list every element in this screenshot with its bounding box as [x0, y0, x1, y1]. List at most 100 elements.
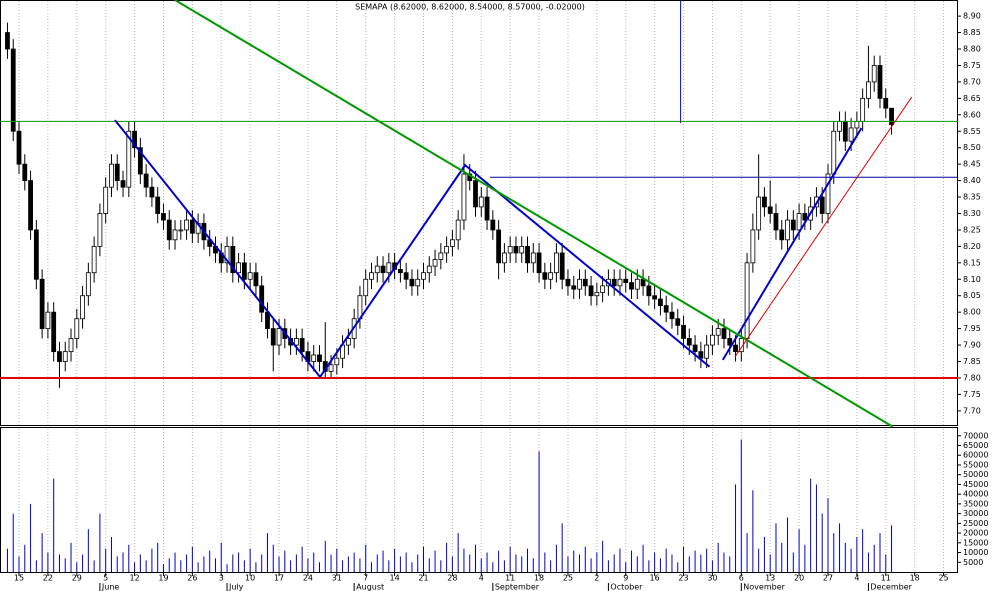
- x-tick-label: 12: [129, 574, 139, 583]
- candle-body: [74, 318, 80, 339]
- y-tick-label: 8.25: [963, 225, 981, 234]
- candle-body: [415, 278, 421, 287]
- y-tick-label: 7.75: [963, 390, 981, 399]
- candle-body: [409, 278, 415, 287]
- candle-body: [161, 213, 166, 221]
- candle-body: [155, 196, 161, 214]
- candle-body: [299, 338, 305, 353]
- candle-body: [484, 196, 490, 221]
- y-tick-label: 8.70: [963, 77, 981, 86]
- candle-body: [328, 364, 334, 372]
- candle-body: [426, 265, 432, 274]
- candle-body: [449, 239, 455, 247]
- x-tick-label: 28: [447, 574, 457, 583]
- candle-body: [658, 298, 663, 306]
- month-label: September: [495, 583, 540, 591]
- candle-body: [785, 219, 790, 241]
- y-tick-label: 8.85: [963, 28, 981, 37]
- x-tick-label: 10: [245, 574, 255, 583]
- x-tick-label: 11: [505, 574, 515, 583]
- candle-body: [837, 120, 842, 132]
- candle-body: [536, 252, 542, 274]
- x-tick-label: 9: [623, 574, 628, 583]
- x-tick-label: 4: [854, 574, 859, 583]
- candle-body: [686, 338, 692, 346]
- y-tick-label: 8.30: [963, 209, 981, 218]
- x-tick-label: 24: [303, 574, 313, 583]
- x-tick-label: 18: [534, 574, 544, 583]
- x-tick-label: 21: [418, 574, 428, 583]
- x-tick-label: 25: [563, 574, 573, 583]
- candle-body: [149, 186, 155, 198]
- chart-title: SEMAPA (8.62000, 8.62000, 8.54000, 8.570…: [355, 3, 585, 12]
- candle-body: [473, 180, 478, 208]
- candle-body: [600, 285, 606, 293]
- y-tick-label: 60000: [963, 451, 988, 460]
- y-tick-label: 8.45: [963, 160, 981, 169]
- y-tick-label: 65000: [963, 441, 988, 450]
- candle-body: [230, 245, 236, 274]
- candle-body: [369, 272, 374, 280]
- candle-body: [270, 328, 276, 346]
- x-tick-label: 29: [72, 574, 82, 583]
- month-label: July: [228, 583, 244, 591]
- candle-body: [178, 229, 184, 232]
- candle-body: [617, 278, 623, 287]
- candle-body: [45, 311, 51, 330]
- candle-body: [860, 97, 866, 122]
- trend-line: [734, 96, 913, 358]
- month-label: August: [356, 583, 384, 591]
- y-tick-label: 7.80: [963, 373, 981, 382]
- candle-body: [461, 173, 467, 221]
- y-tick-label: 40000: [963, 490, 988, 499]
- candle-body: [715, 328, 721, 336]
- candle-body: [236, 262, 241, 274]
- candle-body: [386, 262, 392, 274]
- x-tick-label: 18: [910, 574, 920, 583]
- x-tick-label: 7: [363, 574, 368, 583]
- month-label: October: [610, 583, 643, 591]
- candle-body: [854, 120, 860, 129]
- candle-body: [143, 173, 149, 188]
- y-tick-label: 8.10: [963, 275, 981, 284]
- candle-body: [28, 180, 33, 231]
- candle-body: [525, 245, 530, 264]
- candle-body: [582, 278, 588, 287]
- candle-body: [184, 219, 189, 231]
- y-tick-label: 8.65: [963, 94, 981, 103]
- trend-line: [114, 119, 711, 379]
- candle-body: [519, 245, 525, 254]
- x-tick-label: 27: [823, 574, 833, 583]
- candle-body: [265, 311, 270, 330]
- x-tick-label: 11: [881, 574, 891, 583]
- candle-body: [634, 278, 640, 290]
- candle-body: [421, 272, 426, 280]
- candle-body: [704, 344, 710, 359]
- candle-body: [166, 219, 172, 241]
- candle-body: [276, 328, 282, 346]
- y-tick-label: 7.70: [963, 406, 981, 415]
- candle-body: [640, 278, 646, 287]
- candle-body: [85, 272, 91, 297]
- candle-body: [444, 245, 450, 254]
- x-tick-label: 23: [678, 574, 688, 583]
- volume-panel: [0, 427, 958, 573]
- candle-body: [10, 48, 16, 132]
- candle-body: [224, 245, 230, 264]
- candle-body: [629, 282, 634, 290]
- x-tick-label: 22: [43, 574, 53, 583]
- y-tick-label: 45000: [963, 480, 988, 489]
- candle-body: [681, 324, 686, 339]
- candle-body: [455, 219, 461, 241]
- candle-body: [848, 127, 854, 142]
- candle-body: [767, 206, 773, 214]
- candle-body: [663, 305, 669, 313]
- candle-body: [762, 196, 767, 208]
- candle-body: [51, 311, 57, 353]
- candle-body: [594, 292, 600, 297]
- candle-body: [5, 32, 10, 50]
- candle-body: [62, 351, 68, 362]
- candle-body: [513, 245, 519, 254]
- candle-body: [253, 272, 259, 287]
